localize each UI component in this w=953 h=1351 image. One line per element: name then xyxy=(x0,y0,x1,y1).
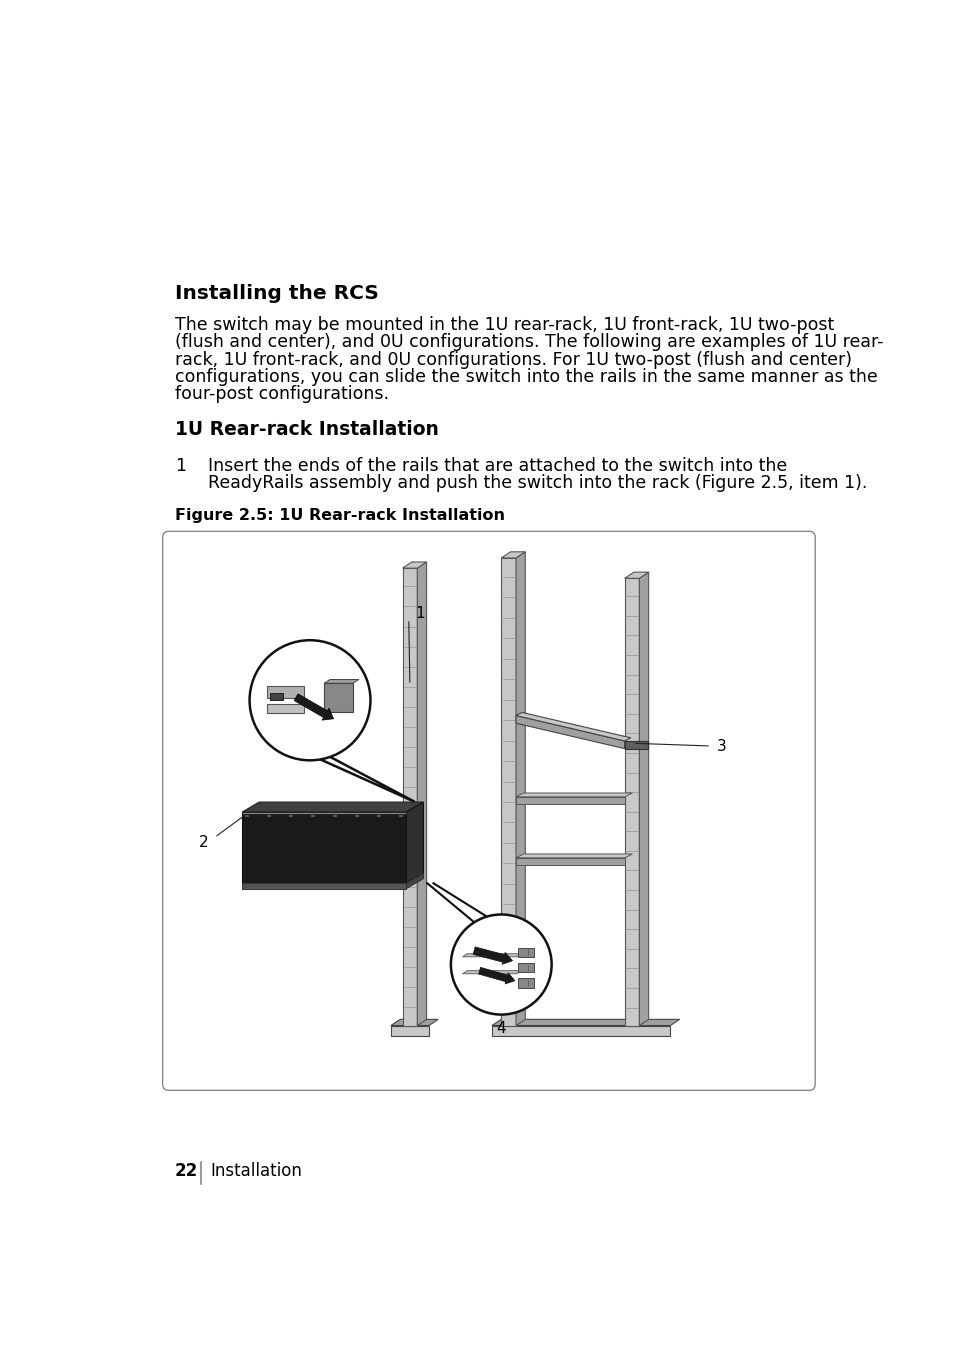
Polygon shape xyxy=(516,797,624,804)
Polygon shape xyxy=(324,680,358,684)
Text: 3: 3 xyxy=(717,739,726,754)
Circle shape xyxy=(451,915,551,1015)
Polygon shape xyxy=(406,802,423,884)
Text: 2: 2 xyxy=(199,835,209,850)
Polygon shape xyxy=(517,947,534,957)
Polygon shape xyxy=(242,812,406,815)
Polygon shape xyxy=(402,562,426,569)
Polygon shape xyxy=(391,1025,429,1036)
Text: 1U Rear-rack Installation: 1U Rear-rack Installation xyxy=(174,420,438,439)
Polygon shape xyxy=(402,569,416,1025)
Text: 4: 4 xyxy=(497,1021,506,1036)
Polygon shape xyxy=(242,812,406,884)
Polygon shape xyxy=(267,704,303,713)
Polygon shape xyxy=(624,578,639,1025)
Polygon shape xyxy=(492,1020,679,1025)
FancyArrow shape xyxy=(473,947,512,965)
Polygon shape xyxy=(516,551,525,1025)
Text: (flush and center), and 0U configurations. The following are examples of 1U rear: (flush and center), and 0U configuration… xyxy=(174,334,882,351)
Polygon shape xyxy=(516,858,624,865)
Polygon shape xyxy=(270,693,283,700)
Text: Figure 2.5: 1U Rear-rack Installation: Figure 2.5: 1U Rear-rack Installation xyxy=(174,508,504,523)
Text: rack, 1U front-rack, and 0U configurations. For 1U two-post (flush and center): rack, 1U front-rack, and 0U configuratio… xyxy=(174,351,851,369)
Text: Insert the ends of the rails that are attached to the switch into the: Insert the ends of the rails that are at… xyxy=(208,457,786,474)
Polygon shape xyxy=(260,804,408,807)
Polygon shape xyxy=(462,971,521,974)
Polygon shape xyxy=(624,571,648,578)
Polygon shape xyxy=(517,963,534,973)
Polygon shape xyxy=(500,551,525,558)
FancyBboxPatch shape xyxy=(162,531,815,1090)
Polygon shape xyxy=(391,1020,437,1025)
Circle shape xyxy=(250,640,370,761)
FancyArrow shape xyxy=(294,694,334,720)
Polygon shape xyxy=(267,686,303,698)
Polygon shape xyxy=(639,571,648,1025)
Polygon shape xyxy=(492,1025,670,1036)
Text: Installation: Installation xyxy=(210,1162,301,1181)
Polygon shape xyxy=(516,712,630,740)
Polygon shape xyxy=(500,558,516,1025)
Polygon shape xyxy=(516,716,624,748)
Polygon shape xyxy=(516,854,632,858)
FancyArrow shape xyxy=(478,967,515,984)
Polygon shape xyxy=(462,954,521,957)
Polygon shape xyxy=(314,757,415,802)
Text: 1: 1 xyxy=(174,457,186,474)
Polygon shape xyxy=(242,884,406,889)
Text: four-post configurations.: four-post configurations. xyxy=(174,385,389,404)
Polygon shape xyxy=(516,793,632,797)
Text: ReadyRails assembly and push the switch into the rack (Figure 2.5, item 1).: ReadyRails assembly and push the switch … xyxy=(208,474,866,492)
Text: The switch may be mounted in the 1U rear-rack, 1U front-rack, 1U two-post: The switch may be mounted in the 1U rear… xyxy=(174,316,834,334)
Polygon shape xyxy=(242,802,423,812)
Polygon shape xyxy=(416,562,426,1025)
Polygon shape xyxy=(624,740,647,748)
Polygon shape xyxy=(324,684,353,712)
Polygon shape xyxy=(517,978,534,988)
Text: 1: 1 xyxy=(415,607,424,621)
Text: 22: 22 xyxy=(174,1162,198,1181)
Polygon shape xyxy=(406,873,423,889)
Text: configurations, you can slide the switch into the rails in the same manner as th: configurations, you can slide the switch… xyxy=(174,367,877,386)
Polygon shape xyxy=(260,807,402,813)
Text: Installing the RCS: Installing the RCS xyxy=(174,284,378,303)
